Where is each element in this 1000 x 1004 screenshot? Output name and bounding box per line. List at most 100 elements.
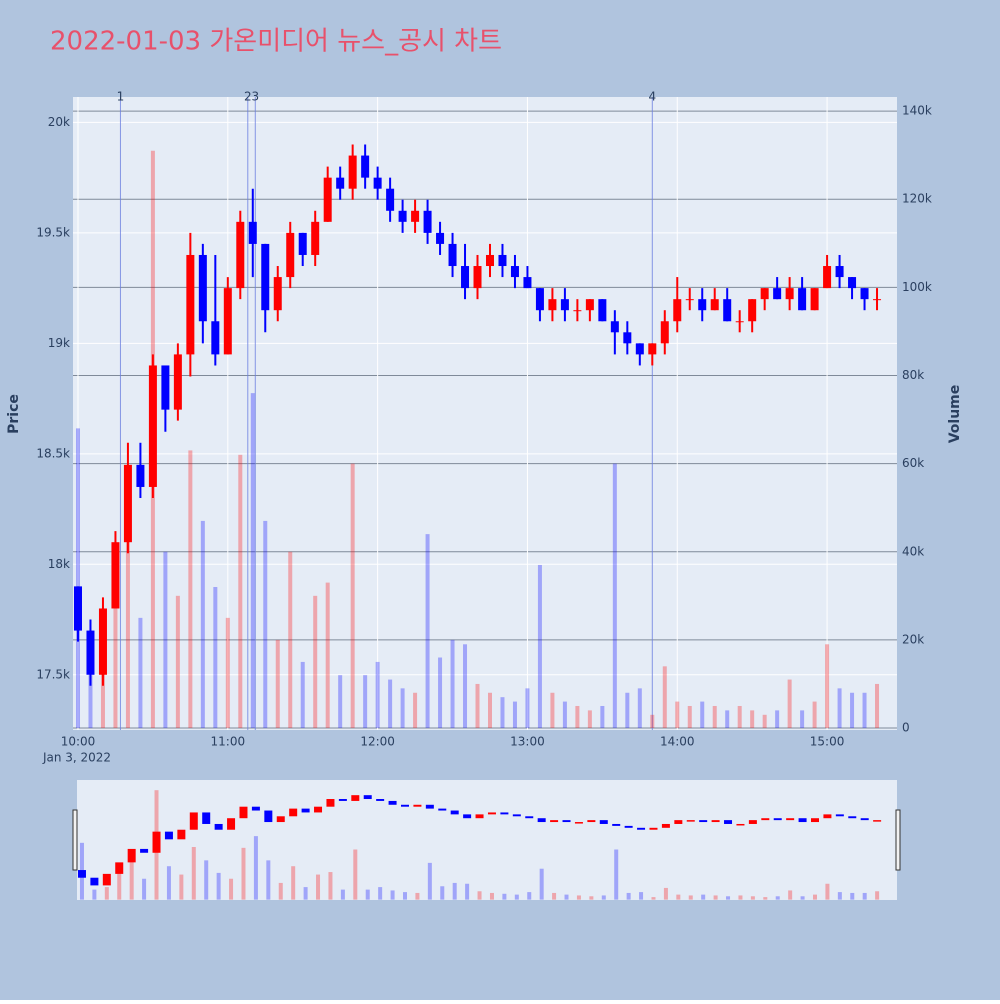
slider-candle bbox=[512, 814, 521, 817]
slider-volume-bar bbox=[837, 892, 842, 900]
slider-candle bbox=[637, 827, 646, 830]
slider-candle bbox=[674, 820, 683, 824]
volume-bar bbox=[700, 701, 705, 729]
candle-body bbox=[386, 188, 395, 211]
slider-candle bbox=[189, 812, 198, 830]
volume-bar bbox=[300, 661, 305, 729]
volume-bar bbox=[837, 688, 842, 729]
candle-body bbox=[211, 321, 220, 355]
slider-volume-bar bbox=[875, 891, 880, 900]
y-tick-label: 18k bbox=[48, 557, 70, 571]
y2-tick-label: 140k bbox=[902, 104, 932, 118]
candle-body bbox=[136, 464, 145, 487]
slider-candle bbox=[599, 820, 608, 824]
volume-bar bbox=[737, 705, 742, 729]
slider-candle bbox=[351, 795, 360, 801]
x-tick-label: 13:00 bbox=[510, 735, 545, 749]
x-tick-label: 12:00 bbox=[360, 735, 395, 749]
slider-candle bbox=[848, 816, 857, 819]
volume-bar bbox=[100, 661, 105, 729]
candle-body bbox=[510, 266, 519, 278]
candle-body bbox=[473, 266, 482, 289]
slider-candle bbox=[835, 814, 844, 817]
slider-candle bbox=[289, 808, 298, 817]
volume-bar bbox=[200, 520, 205, 729]
slider-candle bbox=[736, 823, 745, 826]
candle-body bbox=[748, 299, 757, 322]
slider-candle bbox=[724, 820, 733, 824]
slider-volume-bar bbox=[502, 893, 507, 900]
candle-body bbox=[461, 266, 470, 289]
slider-volume-bar bbox=[663, 887, 668, 900]
range-slider[interactable] bbox=[77, 780, 897, 900]
volume-bar bbox=[725, 710, 730, 729]
volume-bar bbox=[363, 675, 368, 729]
volume-bar bbox=[762, 714, 767, 729]
candle-body bbox=[623, 332, 632, 344]
slider-volume-bar bbox=[179, 874, 184, 900]
volume-bar bbox=[500, 697, 505, 729]
y-tick-label: 19.5k bbox=[36, 225, 70, 239]
slider-volume-bar bbox=[241, 847, 246, 900]
slider-volume-bar bbox=[465, 883, 470, 900]
slider-candle bbox=[823, 814, 832, 819]
slider-candle bbox=[438, 808, 447, 811]
slider-candle bbox=[214, 823, 223, 830]
volume-bar bbox=[250, 393, 255, 729]
slider-candle bbox=[686, 820, 695, 822]
slider-volume-bar bbox=[601, 895, 606, 900]
slider-candle bbox=[550, 820, 559, 823]
volume-bar bbox=[487, 692, 492, 729]
slider-candle bbox=[363, 795, 372, 800]
slider-candle bbox=[811, 818, 819, 823]
annotation-label: 4 bbox=[648, 90, 656, 104]
volume-bar bbox=[875, 683, 880, 729]
slider-candle bbox=[873, 820, 882, 822]
slider-volume-bar bbox=[365, 889, 370, 900]
candle-body bbox=[373, 177, 382, 189]
candle-body bbox=[348, 155, 357, 189]
volume-bar bbox=[812, 701, 817, 729]
candle-body bbox=[186, 254, 195, 355]
slider-volume-bar bbox=[204, 860, 209, 900]
slider-volume-bar bbox=[763, 897, 768, 900]
slider-volume-bar bbox=[129, 853, 134, 900]
volume-bar bbox=[375, 661, 380, 729]
slider-volume-bar bbox=[614, 849, 619, 900]
candle-body bbox=[161, 365, 170, 410]
volume-bar bbox=[550, 692, 555, 729]
slider-candle bbox=[525, 816, 534, 819]
candle-body bbox=[573, 310, 582, 312]
volume-bar bbox=[537, 564, 542, 729]
slider-candle bbox=[860, 818, 869, 821]
slider-candle bbox=[401, 804, 409, 807]
slider-volume-bar bbox=[390, 890, 395, 900]
candle-body bbox=[685, 299, 694, 301]
annotation-label: 2 bbox=[244, 90, 252, 104]
volume-bar bbox=[750, 710, 755, 729]
candle-body bbox=[423, 210, 432, 233]
slider-candle bbox=[487, 812, 496, 815]
slider-handle[interactable] bbox=[72, 809, 78, 871]
volume-bar bbox=[175, 595, 180, 729]
slider-volume-bar bbox=[166, 866, 171, 900]
candle-body bbox=[660, 321, 669, 344]
slider-volume-bar bbox=[626, 892, 631, 900]
volume-bar bbox=[525, 688, 530, 729]
slider-volume-bar bbox=[825, 883, 830, 900]
slider-candle bbox=[574, 822, 583, 824]
slider-candle bbox=[450, 810, 459, 815]
slider-volume-bar bbox=[862, 892, 867, 900]
slider-volume-bar bbox=[440, 886, 445, 900]
slider-candle bbox=[786, 818, 795, 821]
chart-title: 2022-01-03 가온미디어 뉴스_공시 차트 bbox=[50, 27, 502, 57]
y2-tick-label: 80k bbox=[902, 368, 924, 382]
volume-bar bbox=[288, 551, 293, 729]
slider-handle[interactable] bbox=[895, 809, 901, 871]
candle-body bbox=[598, 299, 607, 322]
slider-volume-bar bbox=[477, 891, 482, 900]
slider-volume-bar bbox=[688, 895, 693, 900]
y2-tick-label: 100k bbox=[902, 280, 932, 294]
candle-body bbox=[261, 243, 270, 311]
slider-candle bbox=[326, 799, 335, 807]
